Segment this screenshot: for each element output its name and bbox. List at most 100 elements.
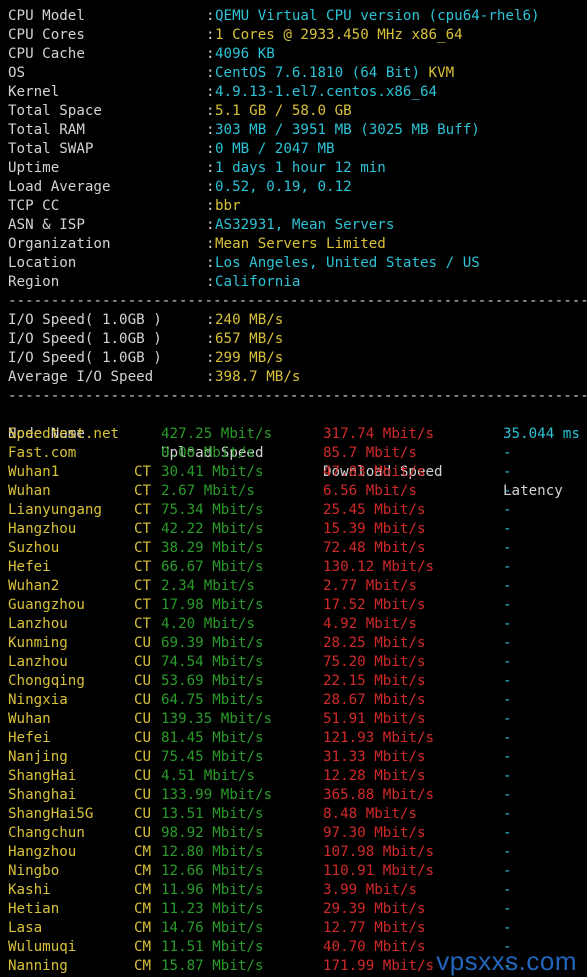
node-name: Ningbo: [8, 863, 60, 879]
node-name: Fast.com: [8, 445, 77, 461]
sysinfo-row: ASN & ISP: AS32931, Mean Servers: [8, 216, 587, 235]
io-speed-row: I/O Speed( 1.0GB ):240 MB/s: [8, 311, 587, 330]
sysinfo-value-text: 0.52, 0.19, 0.12: [215, 179, 352, 195]
download-speed: 12.28 Mbit/s: [323, 768, 426, 784]
download-speed: 121.93 Mbit/s: [323, 730, 435, 746]
colon-separator: :: [206, 217, 215, 233]
io-speed-section: I/O Speed( 1.0GB ):240 MB/s I/O Speed( 1.…: [8, 311, 587, 387]
colon-separator: :: [206, 236, 215, 252]
upload-speed: 64.75 Mbit/s: [161, 692, 264, 708]
sysinfo-value-text: 0 MB / 2047 MB: [215, 141, 335, 157]
node-name: Hefei: [8, 730, 51, 746]
sysinfo-value: CentOS 7.6.1810 (64 Bit) KVM: [215, 64, 454, 83]
sysinfo-row: Kernel:4.9.13-1.el7.centos.x86_64: [8, 83, 587, 102]
sysinfo-value: 1 days 1 hour 12 min: [215, 159, 386, 178]
io-speed-label: I/O Speed( 1.0GB ): [8, 331, 162, 347]
table-row: Lianyungang CT 75.34 Mbit/s 25.45 Mbit/s -: [8, 501, 587, 520]
node-name: Lianyungang: [8, 502, 102, 518]
sysinfo-value: 4.9.13-1.el7.centos.x86_64: [215, 83, 437, 102]
upload-speed: 69.39 Mbit/s: [161, 635, 264, 651]
upload-speed: 12.66 Mbit/s: [161, 863, 264, 879]
latency: -: [503, 673, 512, 689]
latency: -: [503, 692, 512, 708]
colon-separator: :: [206, 369, 215, 385]
download-speed: 12.77 Mbit/s: [323, 920, 426, 936]
sysinfo-value-text: AS32931, Mean Servers: [215, 217, 395, 233]
download-speed: 29.39 Mbit/s: [323, 901, 426, 917]
header-download-speed: Download Speed: [323, 464, 443, 480]
download-speed: 40.70 Mbit/s: [323, 939, 426, 955]
sysinfo-value-text: California: [215, 274, 301, 290]
colon-separator: :: [206, 141, 215, 157]
latency: -: [503, 578, 512, 594]
download-speed: 72.48 Mbit/s: [323, 540, 426, 556]
sysinfo-row: CPU Cores:1 Cores @ 2933.450 MHz x86_64: [8, 26, 587, 45]
node-name: Lanzhou: [8, 616, 68, 632]
node-isp: CU: [134, 806, 152, 822]
upload-speed: 2.67 Mbit/s: [161, 483, 255, 499]
latency: 35.044 ms: [503, 426, 580, 442]
separator-line: ----------------------------------------…: [8, 388, 587, 404]
download-speed: 47.83 Mbit/s: [323, 464, 426, 480]
upload-speed: 133.99 Mbit/s: [161, 787, 273, 803]
latency: -: [503, 616, 512, 632]
latency: -: [503, 521, 512, 537]
node-isp: CM: [134, 882, 152, 898]
speed-table-header: Node Name Upload Speed Download Speed La…: [8, 406, 587, 499]
latency: -: [503, 635, 512, 651]
colon-separator: :: [206, 312, 215, 328]
node-isp: CM: [134, 939, 152, 955]
latency: -: [503, 749, 512, 765]
download-speed: 8.48 Mbit/s: [323, 806, 417, 822]
node-name: Kashi: [8, 882, 51, 898]
latency: -: [503, 502, 512, 518]
node-isp: CT: [134, 483, 152, 499]
download-speed: 130.12 Mbit/s: [323, 559, 435, 575]
node-name: Chongqing: [8, 673, 85, 689]
separator-line: ----------------------------------------…: [8, 293, 587, 309]
download-speed: 107.98 Mbit/s: [323, 844, 435, 860]
download-speed: 51.91 Mbit/s: [323, 711, 426, 727]
table-row: Suzhou CT 38.29 Mbit/s 72.48 Mbit/s -: [8, 539, 587, 558]
colon-separator: :: [206, 198, 215, 214]
latency: -: [503, 882, 512, 898]
node-name: Wuhan: [8, 483, 51, 499]
node-isp: CM: [134, 901, 152, 917]
node-name: Hetian: [8, 901, 60, 917]
node-name: ShangHai: [8, 768, 77, 784]
sysinfo-key: Uptime: [8, 160, 60, 176]
table-row: Ningbo CM 12.66 Mbit/s 110.91 Mbit/s -: [8, 862, 587, 881]
table-row: Ningxia CU 64.75 Mbit/s 28.67 Mbit/s -: [8, 691, 587, 710]
table-row: Lanzhou CU 74.54 Mbit/s 75.20 Mbit/s -: [8, 653, 587, 672]
sysinfo-row: Region: California: [8, 273, 587, 292]
header-node-name: Node Name: [8, 426, 85, 442]
upload-speed: 11.23 Mbit/s: [161, 901, 264, 917]
node-isp: CM: [134, 844, 152, 860]
table-row: Fast.com 0.00 Mbit/s 85.7 Mbit/s -: [8, 444, 587, 463]
download-speed: 6.56 Mbit/s: [323, 483, 417, 499]
colon-separator: :: [206, 255, 215, 271]
sysinfo-value: 303 MB / 3951 MB (3025 MB Buff): [215, 121, 480, 140]
sysinfo-value-text: 1 days 1 hour 12 min: [215, 160, 386, 176]
node-name: Changchun: [8, 825, 85, 841]
table-row: Hangzhou CM 12.80 Mbit/s 107.98 Mbit/s -: [8, 843, 587, 862]
node-isp: CU: [134, 730, 152, 746]
sysinfo-row: Organization: Mean Servers Limited: [8, 235, 587, 254]
upload-speed: 12.80 Mbit/s: [161, 844, 264, 860]
watermark: vpsxxs.com: [436, 946, 577, 976]
table-row: Hefei CU 81.45 Mbit/s 121.93 Mbit/s -: [8, 729, 587, 748]
table-row: Shanghai CU 133.99 Mbit/s 365.88 Mbit/s -: [8, 786, 587, 805]
download-speed: 317.74 Mbit/s: [323, 426, 435, 442]
sysinfo-value: 0 MB / 2047 MB: [215, 140, 335, 159]
sysinfo-value-text: 4096 KB: [215, 46, 275, 62]
latency: -: [503, 654, 512, 670]
download-speed: 110.91 Mbit/s: [323, 863, 435, 879]
download-speed: 22.15 Mbit/s: [323, 673, 426, 689]
latency: -: [503, 768, 512, 784]
latency: -: [503, 540, 512, 556]
sysinfo-key: Region: [8, 274, 60, 290]
io-speed-value: 299 MB/s: [215, 350, 284, 366]
node-name: Wulumuqi: [8, 939, 77, 955]
sysinfo-key: CPU Model: [8, 8, 85, 24]
sysinfo-row: Total RAM:303 MB / 3951 MB (3025 MB Buff…: [8, 121, 587, 140]
